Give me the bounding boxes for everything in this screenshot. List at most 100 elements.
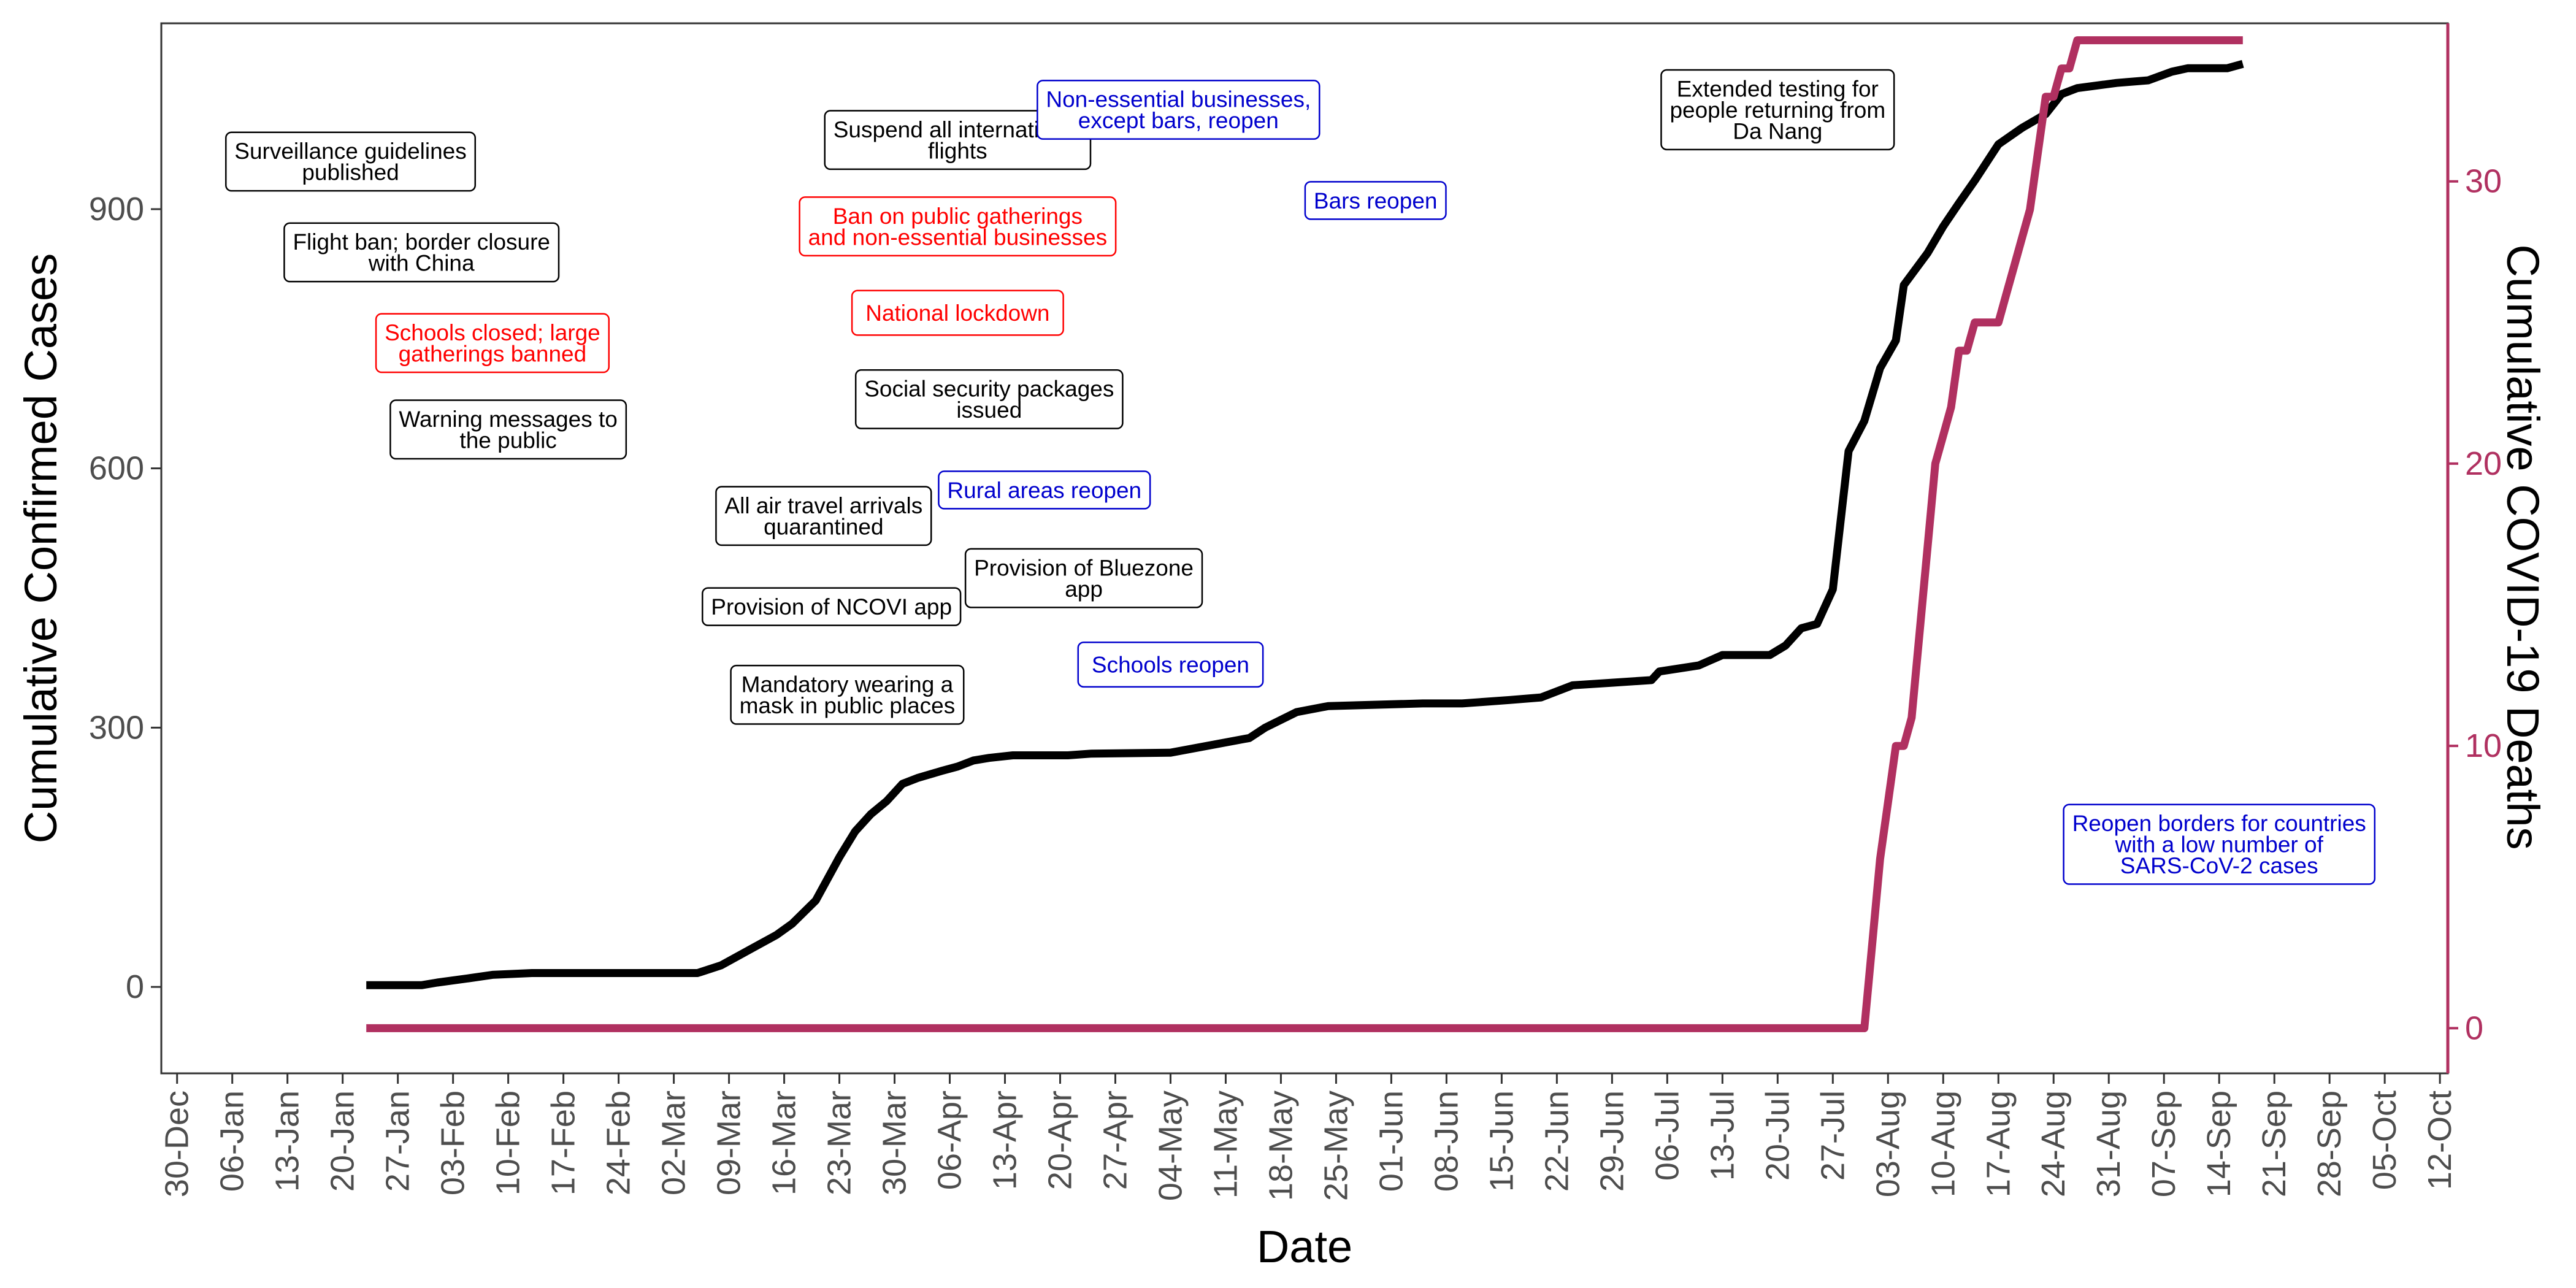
annotation-text: Warning messages to the public xyxy=(399,407,617,453)
x-tick-label: 12-Oct xyxy=(2421,1091,2458,1190)
cases-series-line xyxy=(366,59,2244,989)
x-tick-label: 24-Aug xyxy=(2035,1091,2072,1197)
annotation-label: Reopen borders for countries with a low n… xyxy=(2063,803,2376,885)
x-tick-label: 31-Aug xyxy=(2090,1091,2127,1197)
annotation-text: Provision of NCOVI app xyxy=(711,594,952,619)
y2-axis-title: Cumulative COVID-19 Deaths xyxy=(2497,244,2548,849)
x-tick-label: 30-Mar xyxy=(876,1091,913,1195)
annotation-line: people returning from xyxy=(1669,97,1885,122)
annotation-text: Mandatory wearing a mask in public places xyxy=(740,672,956,718)
annotation-text: National lockdown xyxy=(865,301,1049,326)
annotation-line: Schools reopen xyxy=(1092,652,1249,677)
annotation-line: gatherings banned xyxy=(399,341,587,366)
annotation-line: All air travel arrivals xyxy=(724,493,922,518)
x-tick-label: 13-Jul xyxy=(1704,1091,1741,1181)
annotation-box xyxy=(225,131,477,192)
x-tick-label: 13-Jan xyxy=(269,1091,306,1192)
annotation-line: Mandatory wearing a xyxy=(742,672,954,697)
x-tick-label: 22-Jun xyxy=(1538,1091,1575,1192)
annotation-box xyxy=(283,222,560,283)
annotation-line: Extended testing for xyxy=(1677,76,1879,101)
annotation-line: except bars, reopen xyxy=(1078,108,1279,133)
x-tick-label: 24-Feb xyxy=(600,1091,637,1195)
annotation-label: Provision of Bluezone app xyxy=(964,548,1203,608)
x-tick-label: 06-Jul xyxy=(1649,1091,1685,1181)
annotation-line: issued xyxy=(956,397,1022,423)
series-layer xyxy=(366,36,2244,1032)
annotation-line: published xyxy=(302,159,399,185)
annotation-line: Surveillance guidelines xyxy=(234,139,466,164)
annotation-label: Mandatory wearing a mask in public places xyxy=(730,664,965,725)
annotation-text: Surveillance guidelines published xyxy=(234,139,466,185)
x-tick-label: 27-Apr xyxy=(1097,1091,1134,1190)
x-tick-label: 05-Oct xyxy=(2366,1091,2403,1190)
annotation-text: Flight ban; border closure with China xyxy=(293,229,550,275)
x-tick-label: 30-Dec xyxy=(159,1091,196,1197)
x-tick-label: 07-Sep xyxy=(2145,1091,2182,1197)
annotation-text: Social security packages issued xyxy=(864,376,1114,422)
annotation-label: Extended testing for people returning fro… xyxy=(1660,69,1895,151)
annotation-label: National lockdown xyxy=(851,289,1064,336)
x-tick-label: 14-Sep xyxy=(2201,1091,2237,1197)
annotation-line: Warning messages to xyxy=(399,407,617,432)
axes-layer: 30-Dec 06-Jan 13-Jan 20-Jan 27-Jan 03-Feb 10-F… xyxy=(89,23,2502,1201)
annotation-line: Reopen borders for countries xyxy=(2072,811,2366,836)
annotation-label: Non-essential businesses, except bars, re… xyxy=(1037,79,1321,140)
annotation-box xyxy=(1304,181,1447,220)
annotation-line: app xyxy=(1065,576,1103,601)
x-tick-label: 23-Mar xyxy=(821,1091,858,1195)
x-tick-label: 29-Jun xyxy=(1593,1091,1630,1192)
annotation-line: National lockdown xyxy=(865,301,1049,326)
annotations-layer: Surveillance guidelines published Flight b… xyxy=(225,69,2376,885)
x-tick-label: 18-May xyxy=(1262,1091,1299,1201)
annotation-label: All air travel arrivals quarantined xyxy=(715,486,932,546)
x-tick-label: 16-Mar xyxy=(766,1091,803,1195)
y2-tick-label: 30 xyxy=(2465,163,2502,200)
annotation-box xyxy=(851,289,1064,336)
x-tick-label: 11-May xyxy=(1207,1091,1244,1198)
annotation-box xyxy=(964,548,1203,608)
annotation-box xyxy=(799,196,1117,257)
annotation-box xyxy=(389,399,627,460)
y2-tick-label: 20 xyxy=(2465,445,2502,482)
x-tick-label: 20-Apr xyxy=(1042,1091,1079,1190)
x-tick-label: 02-Mar xyxy=(656,1091,692,1195)
annotation-box xyxy=(1077,641,1264,688)
annotation-box xyxy=(702,587,962,626)
annotation-line: Ban on public gatherings xyxy=(833,203,1083,228)
annotation-line: with a low number of xyxy=(2115,832,2324,857)
x-tick-label: 27-Jan xyxy=(380,1091,416,1192)
annotation-line: Rural areas reopen xyxy=(947,477,1141,502)
annotation-box xyxy=(1037,79,1321,140)
annotation-line: SARS-CoV-2 cases xyxy=(2120,853,2318,878)
annotation-box xyxy=(824,110,1092,171)
x-tick-label: 20-Jul xyxy=(1759,1091,1796,1181)
annotation-line: Flight ban; border closure xyxy=(293,229,550,255)
annotation-text: Bars reopen xyxy=(1314,188,1438,213)
annotation-label: Flight ban; border closure with China xyxy=(283,222,560,283)
x-tick-label: 03-Feb xyxy=(435,1091,472,1195)
annotation-text: Provision of Bluezone app xyxy=(974,555,1194,601)
annotation-label: Surveillance guidelines published xyxy=(225,131,477,192)
annotation-box xyxy=(2063,803,2376,885)
x-tick-label: 06-Apr xyxy=(932,1091,968,1190)
y2-tick-label: 0 xyxy=(2465,1010,2483,1046)
x-tick-label: 15-Jun xyxy=(1483,1091,1520,1192)
annotation-label: Warning messages to the public xyxy=(389,399,627,460)
annotation-text: Reopen borders for countries with a low n… xyxy=(2072,811,2366,878)
annotation-label: Schools reopen xyxy=(1077,641,1264,688)
annotation-line: with China xyxy=(368,250,475,275)
annotation-text: Rural areas reopen xyxy=(947,477,1141,502)
annotation-line: the public xyxy=(459,427,556,453)
annotation-text: Non-essential businesses, except bars, re… xyxy=(1046,86,1311,132)
annotation-label: Ban on public gatherings and non-essentia… xyxy=(799,196,1117,257)
annotation-line: and non-essential businesses xyxy=(808,224,1108,250)
annotation-text: Schools closed; large gatherings banned xyxy=(385,320,600,366)
annotation-box xyxy=(1660,69,1895,151)
annotation-label: Provision of NCOVI app xyxy=(702,587,962,626)
annotation-line: mask in public places xyxy=(740,693,956,718)
annotation-box xyxy=(730,664,965,725)
x-tick-label: 03-Aug xyxy=(1869,1091,1906,1197)
x-tick-label: 27-Jul xyxy=(1814,1091,1851,1181)
